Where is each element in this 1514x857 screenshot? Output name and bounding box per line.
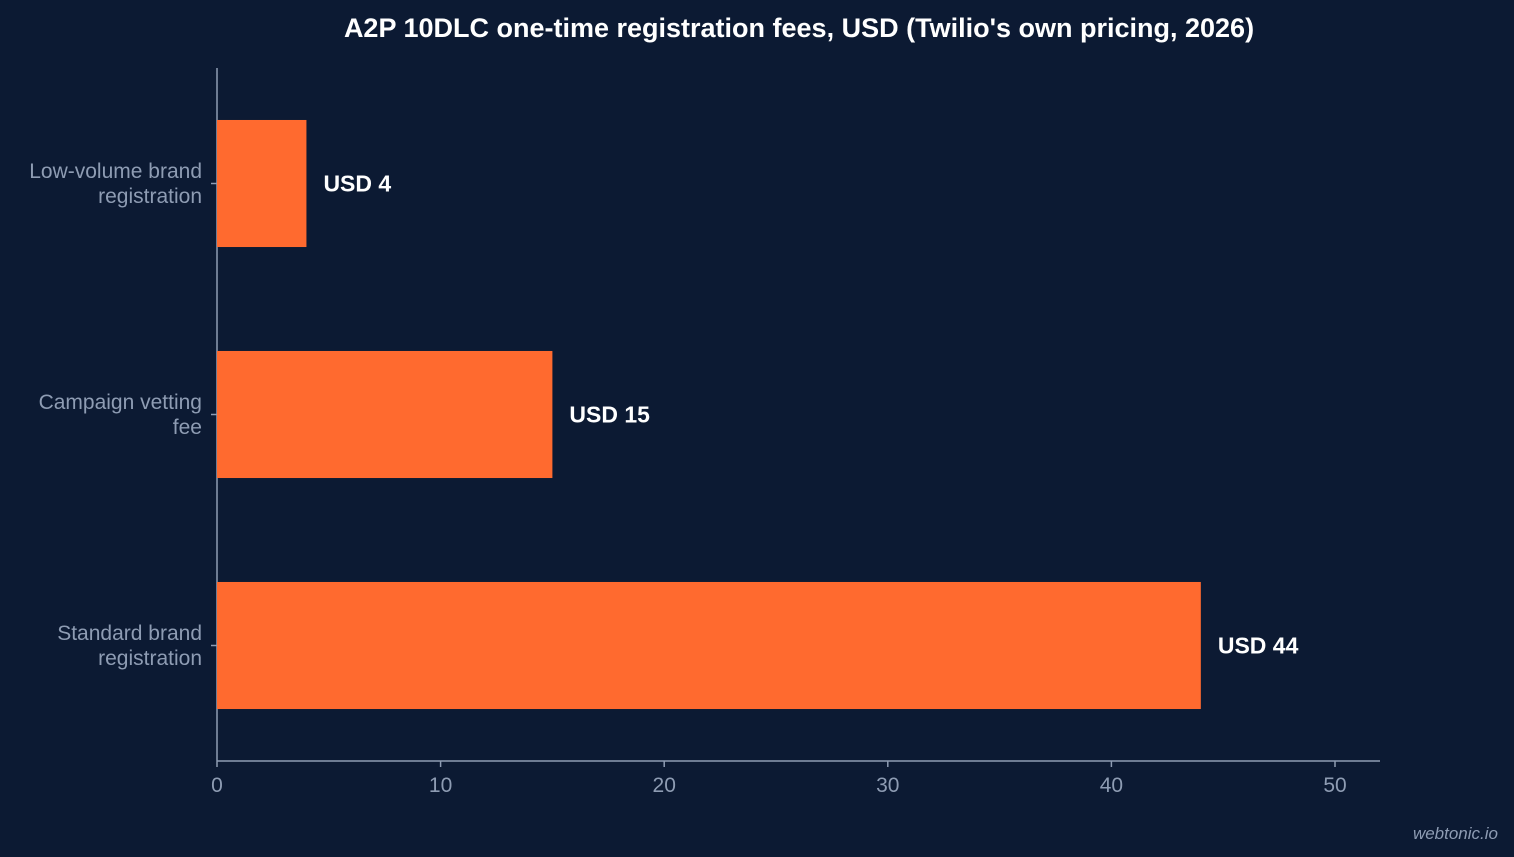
category-label: Low-volume brand registration xyxy=(29,160,202,208)
labels: Low-volume brand registration USD 4Campaig… xyxy=(29,160,1298,670)
x-tick-label: 50 xyxy=(1323,774,1346,797)
bar xyxy=(217,119,307,248)
category-label-line: fee xyxy=(173,416,202,439)
category-label-line: Standard brand xyxy=(57,622,202,645)
category-label: Campaign vetting fee xyxy=(39,391,202,439)
category-label-line: registration xyxy=(98,185,202,208)
data-label: USD 4 xyxy=(323,171,391,197)
watermark: webtonic.io xyxy=(1413,824,1498,843)
bar xyxy=(217,350,553,479)
bars xyxy=(217,119,1201,710)
x-tick-label: 30 xyxy=(876,774,899,797)
x-tick-label: 10 xyxy=(429,774,452,797)
data-label: USD 15 xyxy=(569,402,650,428)
x-tick-label: 40 xyxy=(1100,774,1123,797)
category-label-line: registration xyxy=(98,647,202,670)
chart-title: A2P 10DLC one-time registration fees, US… xyxy=(344,13,1254,43)
category-label-line: Low-volume brand xyxy=(29,160,202,183)
x-tick-label: 0 xyxy=(211,774,223,797)
data-label: USD 44 xyxy=(1218,633,1299,659)
category-label-line: Campaign vetting xyxy=(39,391,202,414)
bar xyxy=(217,581,1201,710)
x-tick-label: 20 xyxy=(653,774,676,797)
category-label: Standard brand registration xyxy=(57,622,202,670)
